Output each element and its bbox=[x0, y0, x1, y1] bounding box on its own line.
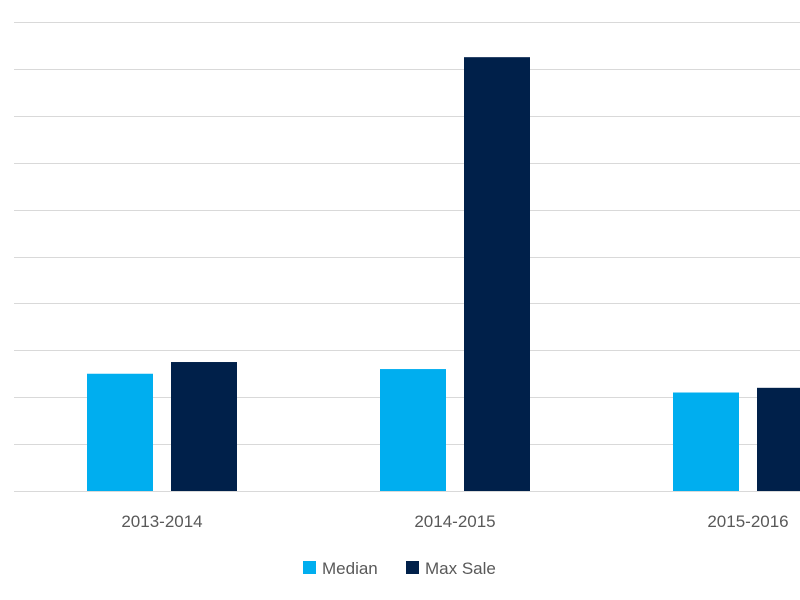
legend: Median Max Sale bbox=[303, 559, 496, 578]
x-tick-label: 2014-2015 bbox=[414, 512, 495, 531]
x-tick-label: 2013-2014 bbox=[121, 512, 202, 531]
bar-max-sale-2014-2015 bbox=[464, 57, 530, 492]
legend-swatch-max-sale bbox=[406, 561, 419, 574]
x-axis-tick-labels: 2013-2014 2014-2015 2015-2016 bbox=[121, 512, 788, 531]
bar-max-sale-2013-2014 bbox=[171, 362, 237, 491]
bar-median-2014-2015 bbox=[380, 369, 446, 491]
bar-median-2013-2014 bbox=[87, 373, 153, 491]
legend-label-median: Median bbox=[322, 559, 378, 578]
legend-swatch-median bbox=[303, 561, 316, 574]
bar-median-2015-2016 bbox=[673, 392, 739, 491]
bars bbox=[87, 57, 800, 492]
x-tick-label: 2015-2016 bbox=[707, 512, 788, 531]
bar-max-sale-2015-2016 bbox=[757, 387, 800, 491]
legend-label-max-sale: Max Sale bbox=[425, 559, 496, 578]
